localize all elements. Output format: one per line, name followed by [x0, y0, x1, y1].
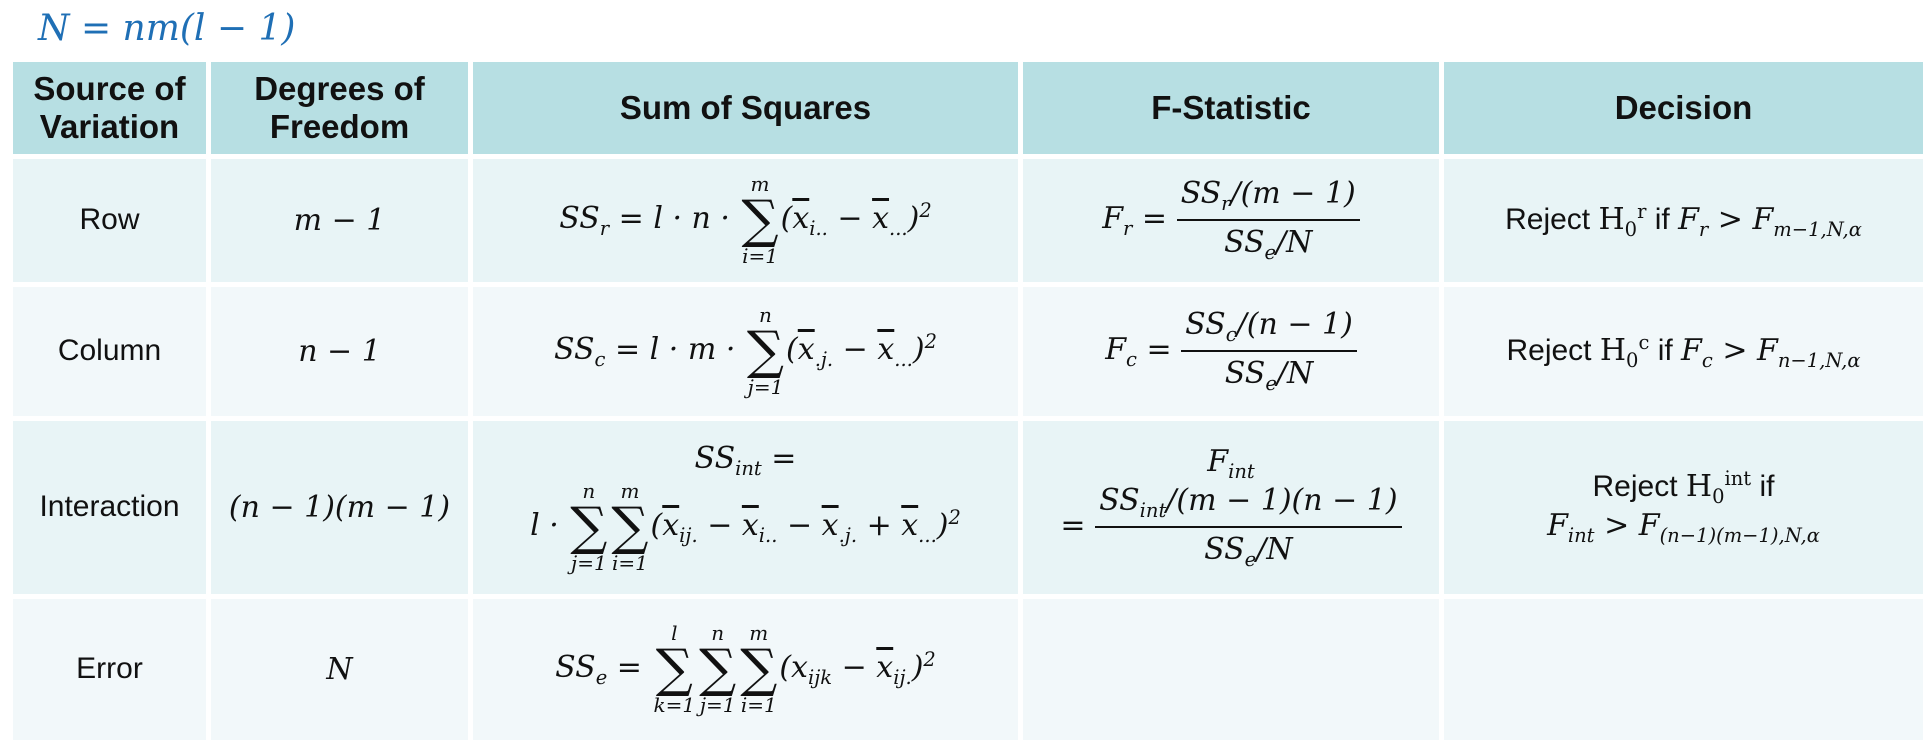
- ss-cell: SSc = l · m · n ∑ j=1 (x.j. − x...)2: [473, 286, 1018, 416]
- decision-formula: Reject H0c if Fc > Fn−1,N,α: [1506, 330, 1861, 372]
- ss-formula: SSe = l ∑ k=1 n ∑ j=1 m ∑ i=1 (xijk − xij.)2: [555, 621, 936, 718]
- df-cell: m − 1: [211, 159, 468, 282]
- df-cell: N: [211, 598, 468, 740]
- sum-symbol: m ∑ i=1: [740, 621, 778, 718]
- decision-cell: Reject H0int if Fint > F(n−1)(m−1),N,α: [1444, 420, 1923, 594]
- source-cell: Interaction: [13, 420, 206, 594]
- header-ss: Sum of Squares: [473, 62, 1018, 154]
- source-cell: Row: [13, 159, 206, 282]
- f-formula: Fr = SSr/(m − 1) SSe/N: [1102, 176, 1360, 264]
- sum-symbol: m ∑ i=1: [611, 478, 649, 575]
- sum-symbol: l ∑ k=1: [653, 621, 696, 718]
- table-row-column: Column n − 1 SSc = l · m · n ∑ j=1 (x.j. − …: [13, 286, 1923, 416]
- decision-formula: Reject H0r if Fr > Fm−1,N,α: [1505, 199, 1862, 241]
- header-source: Source of Variation: [13, 62, 206, 154]
- title-formula: N = nm(l − 1): [38, 8, 296, 49]
- table-row-interaction: Interaction (n − 1)(m − 1) SSint = l · n…: [13, 420, 1923, 594]
- decision-cell: Reject H0r if Fr > Fm−1,N,α: [1444, 159, 1923, 282]
- anova-table: Source of Variation Degrees of Freedom S…: [8, 57, 1926, 745]
- header-df: Degrees of Freedom: [211, 62, 468, 154]
- decision-cell-empty: [1444, 598, 1923, 740]
- f-cell-empty: [1023, 598, 1439, 740]
- table-row-row: Row m − 1 SSr = l · n · m ∑ i=1 (xi.. − x..…: [13, 159, 1923, 282]
- header-row: Source of Variation Degrees of Freedom S…: [13, 62, 1923, 154]
- ss-formula: SSc = l · m · n ∑ j=1 (x.j. − x...)2: [553, 303, 938, 400]
- sum-symbol: n ∑ j=1: [746, 303, 785, 400]
- ss-formula: SSint = l · n ∑ j=1 m ∑ i=1 (xij. − xi.. − x.j…: [530, 440, 961, 575]
- f-cell: Fr = SSr/(m − 1) SSe/N: [1023, 159, 1439, 282]
- f-formula: Fc = SSc/(n − 1) SSe/N: [1105, 307, 1357, 395]
- decision-formula: Reject H0int if Fint > F(n−1)(m−1),N,α: [1547, 467, 1820, 548]
- source-cell: Column: [13, 286, 206, 416]
- ss-cell: SSint = l · n ∑ j=1 m ∑ i=1 (xij. − xi.. − x.j…: [473, 420, 1018, 594]
- sum-symbol: m ∑ i=1: [741, 172, 779, 269]
- table-row-error: Error N SSe = l ∑ k=1 n ∑ j=1 m ∑ i=1 (xijk − xij…: [13, 598, 1923, 740]
- sum-symbol: n ∑ j=1: [699, 621, 737, 718]
- ss-cell: SSr = l · n · m ∑ i=1 (xi.. − x...)2: [473, 159, 1018, 282]
- header-decision: Decision: [1444, 62, 1923, 154]
- f-cell: Fc = SSc/(n − 1) SSe/N: [1023, 286, 1439, 416]
- df-cell: n − 1: [211, 286, 468, 416]
- sum-symbol: n ∑ j=1: [570, 478, 608, 575]
- f-formula: Fint = SSint/(m − 1)(n − 1) SSe/N: [1060, 444, 1402, 571]
- ss-cell: SSe = l ∑ k=1 n ∑ j=1 m ∑ i=1 (xijk − xij.)2: [473, 598, 1018, 740]
- header-f: F-Statistic: [1023, 62, 1439, 154]
- ss-formula: SSr = l · n · m ∑ i=1 (xi.. − x...)2: [559, 172, 932, 269]
- f-cell: Fint = SSint/(m − 1)(n − 1) SSe/N: [1023, 420, 1439, 594]
- decision-cell: Reject H0c if Fc > Fn−1,N,α: [1444, 286, 1923, 416]
- source-cell: Error: [13, 598, 206, 740]
- df-cell: (n − 1)(m − 1): [211, 420, 468, 594]
